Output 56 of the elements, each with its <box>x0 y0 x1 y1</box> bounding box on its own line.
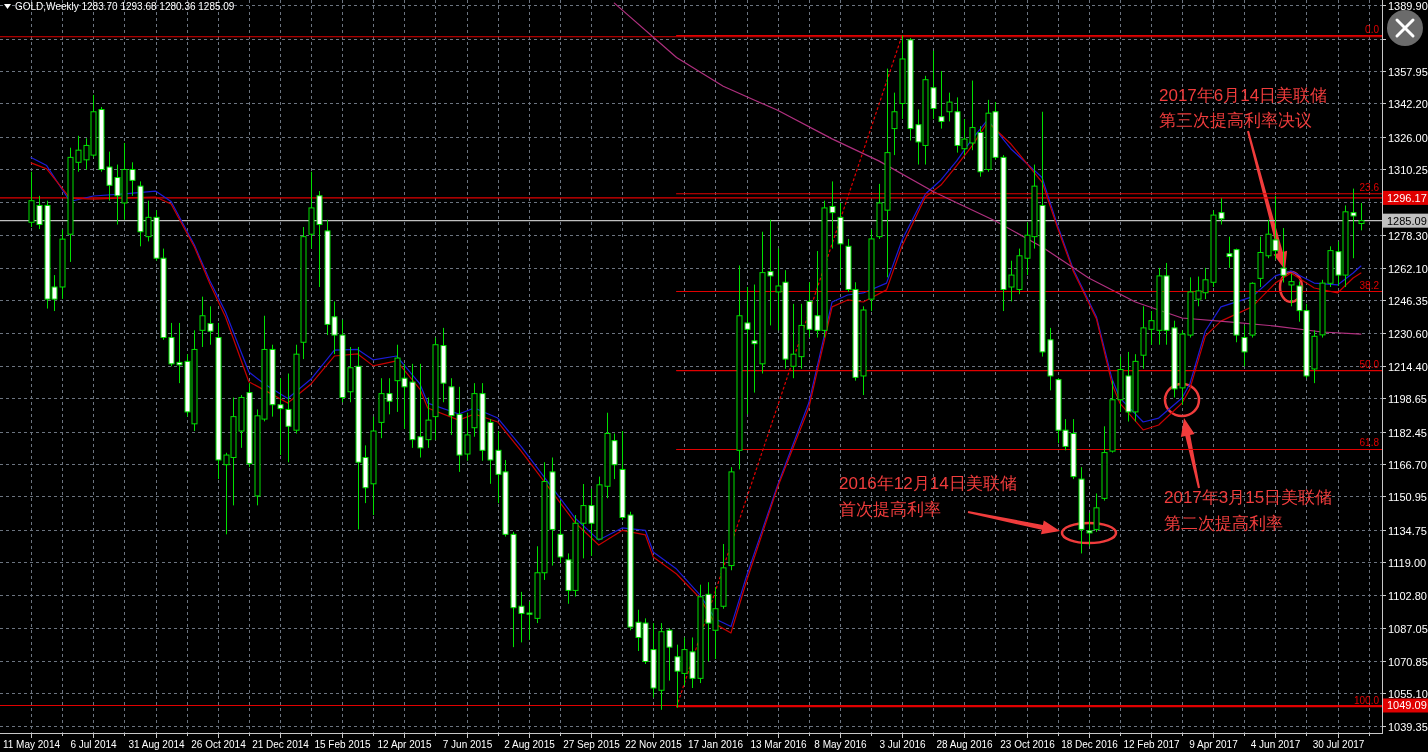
x-tick-label: 30 Jul 2017 <box>1312 739 1365 750</box>
annotation: 2017年6月14日美联储第三次提高利率决议 <box>1159 86 1328 130</box>
y-tick-label: 1150.95 <box>1388 490 1427 503</box>
x-tick-label: 9 Apr 2017 <box>1189 739 1239 750</box>
x-tick-label: 11 May 2014 <box>2 739 61 750</box>
series-label: 61.8 <box>1359 437 1379 449</box>
y-tick-label: 1070.85 <box>1388 655 1428 668</box>
y-tick-label: 1230.60 <box>1388 327 1428 340</box>
y-tick-label: 1310.25 <box>1388 163 1428 176</box>
y-tick-label: 1055.10 <box>1388 687 1428 700</box>
y-tick-label: 1039.35 <box>1388 720 1428 733</box>
annotation: 2016年12月14日美联储首次提高利率 <box>839 474 1017 519</box>
x-tick-label: 4 Jun 2017 <box>1250 739 1301 750</box>
x-tick-label: 21 Dec 2014 <box>252 739 310 750</box>
series-label: 0.0 <box>1365 23 1379 35</box>
y-tick-label: 1198.65 <box>1388 392 1427 405</box>
x-tick-label: 18 Dec 2016 <box>1061 739 1119 750</box>
x-tick-label: 2 Aug 2015 <box>504 739 556 750</box>
x-tick-label: 7 Jun 2015 <box>442 739 493 750</box>
y-tick-label: 1342.20 <box>1388 97 1428 110</box>
x-tick-label: 28 Aug 2016 <box>936 739 994 750</box>
y-tick-label: 1182.45 <box>1388 426 1427 439</box>
x-tick-label: 12 Apr 2015 <box>377 739 432 750</box>
series-label: 100.0 <box>1353 694 1379 706</box>
y-tick-label: 1119.00 <box>1388 556 1427 569</box>
annotation: 2017年3月15日美联储第二次提高利率 <box>1164 488 1333 533</box>
y-tick-label: 1214.40 <box>1388 360 1428 373</box>
y-tick-label: 1262.10 <box>1388 262 1428 275</box>
x-tick-label: 31 Aug 2014 <box>128 739 186 750</box>
y-tick-label: 1166.70 <box>1388 458 1427 471</box>
series-label: 50.0 <box>1359 358 1379 370</box>
series-label: 23.6 <box>1359 181 1379 193</box>
ref-line-label: 1285.09 <box>1387 214 1427 227</box>
y-tick-label: 1326.00 <box>1388 131 1428 144</box>
chart-title: GOLD,Weekly 1283.70 1293.68 1280.36 1285.09 <box>15 1 235 12</box>
x-tick-label: 27 Sep 2015 <box>563 739 621 750</box>
y-tick-label: 1357.95 <box>1388 65 1428 78</box>
y-tick-label: 1278.30 <box>1388 229 1428 242</box>
ref-line-label: 1049.09 <box>1387 699 1427 712</box>
y-tick-label: 1389.90 <box>1388 0 1428 12</box>
series-label: 38.2 <box>1359 279 1379 291</box>
x-tick-label: 6 Jul 2014 <box>70 739 118 750</box>
y-tick-label: 1087.05 <box>1388 622 1428 635</box>
x-tick-label: 3 Jul 2016 <box>879 739 927 750</box>
y-tick-label: 1246.35 <box>1388 294 1428 307</box>
x-tick-label: 8 May 2016 <box>814 739 868 750</box>
y-tick-label: 1102.80 <box>1388 589 1427 602</box>
x-tick-label: 26 Oct 2014 <box>191 739 247 750</box>
x-tick-label: 12 Feb 2017 <box>1123 739 1181 750</box>
x-tick-label: 17 Jan 2016 <box>687 739 744 750</box>
x-tick-label: 15 Feb 2015 <box>314 739 372 750</box>
ref-line-label: 1296.17 <box>1387 191 1427 204</box>
y-tick-label: 1134.75 <box>1388 524 1427 537</box>
x-tick-label: 22 Nov 2015 <box>625 739 683 750</box>
x-tick-label: 13 Mar 2016 <box>750 739 808 750</box>
x-tick-label: 23 Oct 2016 <box>1000 739 1056 750</box>
